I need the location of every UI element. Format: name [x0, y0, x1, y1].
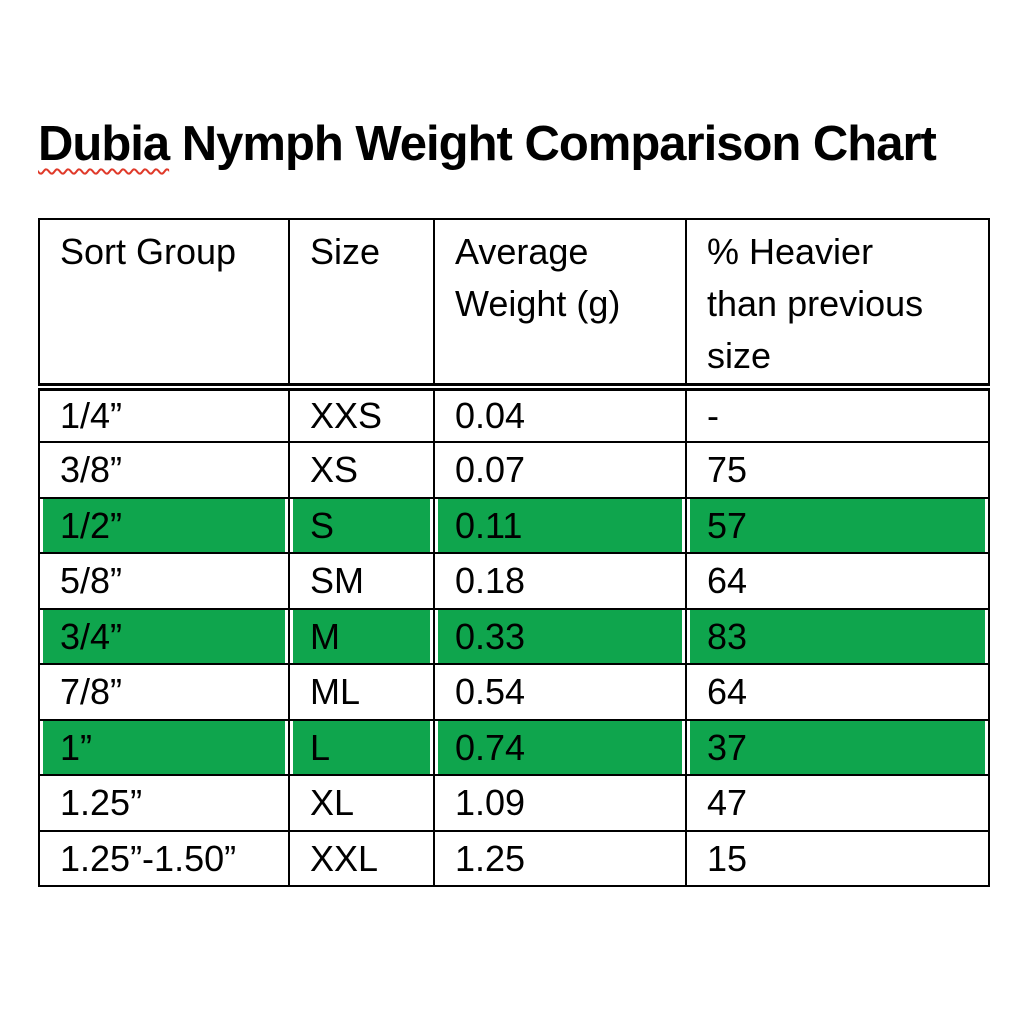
cell-pct-heavier: 75 [685, 441, 990, 499]
table-row: 1.25”-1.50” XXL 1.25 15 [38, 829, 990, 888]
cell-pct-heavier: 64 [685, 552, 990, 610]
column-header-pct-heavier: % Heavier than previous size [685, 218, 990, 391]
column-header-sort-group-label: Sort Group [60, 231, 237, 272]
cell-size: XXS [288, 385, 435, 444]
cell-sort-group: 1” [38, 718, 290, 777]
cell-sort-group: 5/8” [38, 552, 290, 610]
header-row: Sort Group Size Average Weight (g) % Hea… [38, 218, 990, 391]
cell-size: XXL [288, 829, 435, 888]
cell-average-weight: 0.07 [433, 441, 687, 499]
title-rest: Nymph Weight Comparison Chart [169, 117, 937, 171]
column-header-average-weight-label: Average Weight (g) [455, 231, 621, 325]
cell-sort-group: 7/8” [38, 663, 290, 721]
cell-average-weight: 0.33 [433, 607, 687, 666]
table-row: 5/8” SM 0.18 64 [38, 552, 990, 610]
column-header-size-label: Size [310, 231, 381, 272]
cell-size: SM [288, 552, 435, 610]
column-header-sort-group: Sort Group [38, 218, 290, 391]
cell-sort-group: 3/4” [38, 607, 290, 666]
column-header-average-weight: Average Weight (g) [433, 218, 687, 391]
cell-average-weight: 0.74 [433, 718, 687, 777]
cell-pct-heavier: 15 [685, 829, 990, 888]
table-row: 1.25” XL 1.09 47 [38, 774, 990, 832]
table-row: 1” L 0.74 37 [38, 718, 990, 777]
table-row: 1/2” S 0.11 57 [38, 496, 990, 555]
cell-pct-heavier: 47 [685, 774, 990, 832]
cell-pct-heavier: 83 [685, 607, 990, 666]
cell-size: ML [288, 663, 435, 721]
cell-average-weight: 1.09 [433, 774, 687, 832]
cell-sort-group: 1/2” [38, 496, 290, 555]
column-header-size: Size [288, 218, 435, 391]
cell-sort-group: 1.25”-1.50” [38, 829, 290, 888]
cell-average-weight: 1.25 [433, 829, 687, 888]
cell-size: XL [288, 774, 435, 832]
table-row: 3/8” XS 0.07 75 [38, 441, 990, 499]
cell-size: L [288, 718, 435, 777]
cell-sort-group: 3/8” [38, 441, 290, 499]
table-row: 7/8” ML 0.54 64 [38, 663, 990, 721]
title-misspelled-word: Dubia [38, 117, 170, 171]
cell-average-weight: 0.11 [433, 496, 687, 555]
cell-sort-group: 1.25” [38, 774, 290, 832]
cell-average-weight: 0.18 [433, 552, 687, 610]
page-title: Dubia Nymph Weight Comparison Chart [38, 117, 937, 171]
table-row: 3/4” M 0.33 83 [38, 607, 990, 666]
cell-size: XS [288, 441, 435, 499]
cell-sort-group: 1/4” [38, 385, 290, 444]
weight-comparison-table: Sort Group Size Average Weight (g) % Hea… [38, 218, 990, 888]
cell-size: M [288, 607, 435, 666]
column-header-pct-heavier-label: % Heavier than previous size [707, 231, 924, 377]
cell-pct-heavier: 57 [685, 496, 990, 555]
cell-size: S [288, 496, 435, 555]
cell-pct-heavier: 37 [685, 718, 990, 777]
cell-average-weight: 0.04 [433, 385, 687, 444]
table-row: 1/4” XXS 0.04 - [38, 385, 990, 444]
cell-average-weight: 0.54 [433, 663, 687, 721]
cell-pct-heavier: - [685, 385, 990, 444]
cell-pct-heavier: 64 [685, 663, 990, 721]
